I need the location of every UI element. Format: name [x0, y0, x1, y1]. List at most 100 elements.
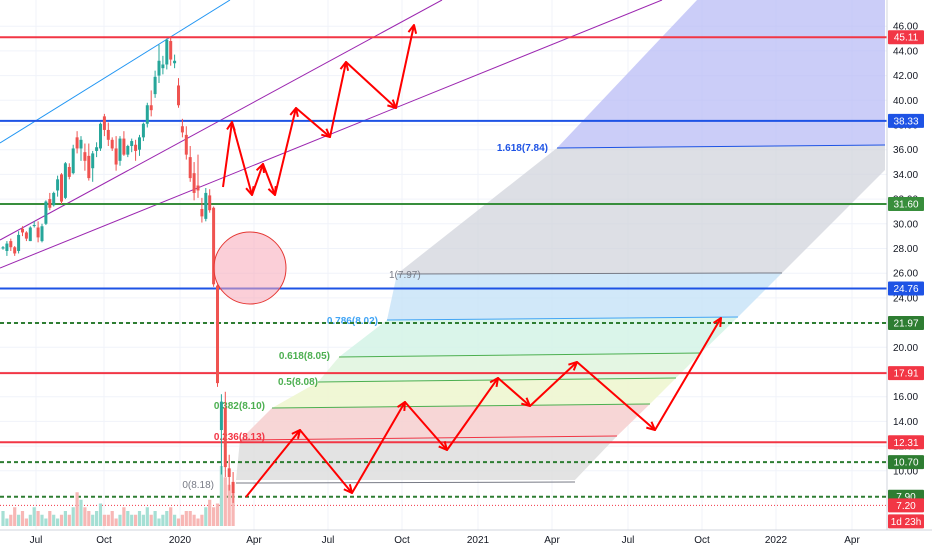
time-tick-label: Jul — [30, 535, 43, 546]
fib-label-05: 0.5(8.08) — [278, 377, 318, 388]
volume-bar — [106, 514, 110, 526]
arrow-head — [568, 361, 578, 371]
time-tick-label: Oct — [394, 535, 410, 546]
time-axis — [0, 529, 932, 550]
candle-body — [173, 60, 177, 64]
candle-body — [1, 247, 5, 249]
highlight-circle — [213, 231, 287, 305]
candle-body — [122, 138, 126, 155]
arrow-head — [646, 421, 656, 431]
candle-body — [24, 232, 28, 239]
price-tag-label: 10.70 — [893, 458, 918, 469]
time-tick-label: Apr — [544, 535, 560, 546]
candle-body — [60, 174, 63, 202]
volume-bar — [145, 507, 149, 526]
time-tick-label: Oct — [96, 535, 112, 546]
time-tick-label: Jul — [322, 535, 335, 546]
volume-bar — [196, 518, 200, 526]
price-tick-label: 24.00 — [893, 293, 918, 304]
volume-bar — [169, 507, 173, 526]
volume-bar — [91, 514, 95, 526]
volume-bar — [223, 477, 227, 526]
fib-label-1: 1(7.97) — [389, 270, 421, 281]
volume-bar — [188, 511, 192, 526]
candle-body — [52, 192, 56, 206]
projection-arrows — [222, 24, 722, 498]
volume-bar — [126, 511, 130, 526]
volume-bar — [130, 514, 134, 526]
price-tick-label: 16.00 — [893, 392, 918, 403]
volume-bar — [36, 511, 40, 526]
volume-bar — [87, 511, 91, 526]
fib-label-0236: 0.236(8.13) — [214, 432, 265, 443]
candle-body — [9, 241, 13, 248]
volume-bar — [32, 507, 36, 526]
candle-body — [231, 481, 235, 494]
fib-zone-0382 — [272, 378, 676, 408]
candle-body — [79, 139, 83, 149]
candle-body — [67, 166, 71, 177]
volume-bar — [165, 511, 169, 526]
volume-bar — [71, 507, 75, 526]
price-tag-box — [888, 113, 924, 128]
candle-body — [184, 134, 188, 155]
candle-body — [106, 129, 110, 140]
price-tick-label: 10.00 — [893, 466, 918, 477]
price-levels — [0, 36, 887, 506]
volume-bar — [231, 492, 235, 526]
price-tag-box — [888, 30, 924, 45]
price-tag-box — [888, 315, 924, 330]
arrow-head — [343, 484, 353, 494]
volume-bar — [5, 518, 9, 526]
volume-bar — [83, 507, 87, 526]
fib-label-0786: 0.786(8.02) — [327, 316, 378, 327]
volume-bar — [227, 484, 231, 526]
candle-body — [40, 226, 44, 242]
price-tag-box — [888, 366, 924, 381]
volume-bar — [141, 514, 145, 526]
volume-bar — [149, 514, 153, 526]
price-tick-label: 28.00 — [893, 244, 918, 255]
volume-bar — [28, 514, 32, 526]
volume-bar — [157, 518, 161, 526]
volume-bar — [40, 514, 44, 526]
volume-bar — [13, 507, 17, 526]
volume-bar — [52, 514, 56, 526]
candle-body — [48, 199, 52, 208]
price-tag-label: 7.20 — [896, 501, 916, 512]
time-tick-label: Jul — [622, 535, 635, 546]
volume-bar — [161, 514, 165, 526]
fib-label-1618: 1.618(7.84) — [497, 143, 548, 154]
volume-bar — [173, 514, 177, 526]
arrow-head — [387, 99, 397, 109]
arrow-head — [255, 163, 265, 174]
candle-body — [134, 144, 138, 151]
candle-body — [83, 152, 87, 161]
volume-bar — [215, 503, 220, 526]
candle-body — [99, 123, 102, 149]
candle-body — [157, 60, 161, 76]
fib-label-0618: 0.618(8.05) — [279, 351, 330, 362]
candle-body — [216, 285, 219, 384]
volume-bar — [114, 518, 118, 526]
time-tick-label: Apr — [844, 535, 860, 546]
arrow-head — [521, 397, 531, 407]
candle-body — [149, 105, 153, 111]
candle-body — [44, 201, 48, 224]
trend-line-blue — [0, 0, 231, 144]
candle-body — [219, 401, 223, 431]
volume-bar — [20, 511, 25, 526]
arrow-head — [267, 185, 277, 196]
volume-bar — [59, 514, 64, 526]
price-tick-label: 26.00 — [893, 269, 918, 280]
volume-bar — [9, 514, 13, 526]
time-tick-label: 2020 — [169, 535, 192, 546]
candle-body — [177, 85, 180, 106]
volume-bar — [102, 514, 106, 526]
candle-body — [17, 234, 21, 251]
candle-body — [75, 137, 79, 149]
volume-bar — [134, 514, 138, 526]
candle-body — [32, 225, 36, 227]
price-tick-label: 36.00 — [893, 145, 918, 156]
